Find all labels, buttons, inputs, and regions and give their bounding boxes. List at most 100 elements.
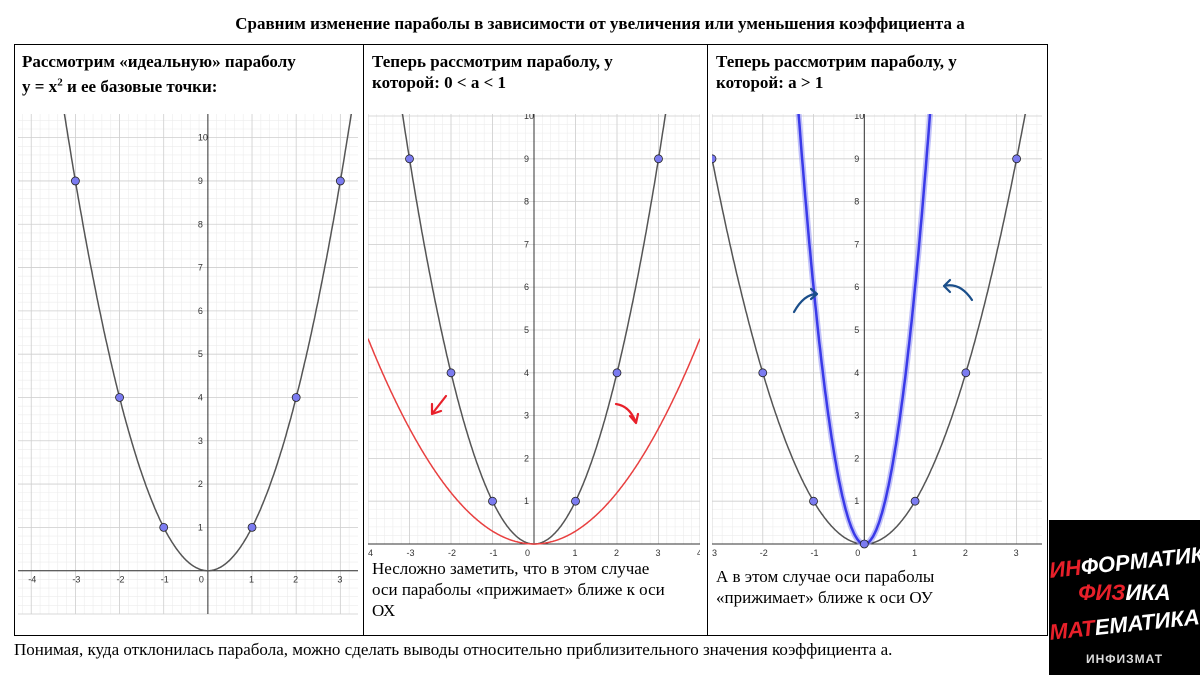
x-tick-label: -2 <box>117 575 125 585</box>
x-tick-label: -2 <box>448 548 456 558</box>
x-tick-label: -4 <box>28 575 36 585</box>
y-tick-label: 7 <box>524 239 529 249</box>
y-tick-label: 5 <box>524 325 529 335</box>
y-tick-label: 3 <box>198 436 203 446</box>
y-tick-label: 9 <box>854 154 859 164</box>
y-tick-label: 4 <box>524 368 529 378</box>
base-point <box>405 154 414 164</box>
x-tick-label: 2 <box>293 575 298 585</box>
logo-fizika: ФИЗИКА <box>1078 580 1171 605</box>
logo-infizmat: ИНФИЗМАТ <box>1085 652 1164 666</box>
y-tick-label: 8 <box>854 197 859 207</box>
base-point <box>612 368 622 378</box>
base-point <box>654 154 663 164</box>
logo-matematika: МАТЕМАТИКА <box>1048 604 1200 645</box>
y-tick-label: 10 <box>524 114 534 121</box>
x-tick-label: -3 <box>712 548 717 558</box>
y-tick-label: 8 <box>198 219 203 229</box>
x-tick-label: 4 <box>697 548 700 558</box>
x-tick-label: -1 <box>811 548 819 558</box>
x-tick-label: -4 <box>368 548 373 558</box>
base-point <box>571 496 580 506</box>
x-tick-label: 1 <box>249 575 254 585</box>
y-tick-label: 7 <box>198 263 203 273</box>
x-tick-label: -1 <box>161 575 169 585</box>
y-tick-label: 6 <box>524 282 529 292</box>
y-tick-label: 10 <box>854 114 864 121</box>
panel-ideal-parabola: Рассмотрим «идеальную» параболу у = х2 и… <box>14 44 363 636</box>
panel-heading: Теперь рассмотрим параболу, у которой: 0… <box>372 51 613 93</box>
base-point <box>291 393 301 402</box>
annotation-arrow <box>614 402 640 425</box>
x-tick-label: 3 <box>1014 548 1019 558</box>
base-point <box>446 368 456 378</box>
x-tick-label: -3 <box>72 575 80 585</box>
base-point <box>1012 154 1022 164</box>
base-point <box>910 496 920 506</box>
base-point <box>247 522 257 532</box>
x-tick-label: 3 <box>656 548 661 558</box>
base-point <box>335 176 345 186</box>
base-point <box>809 496 818 506</box>
annotation-arrow <box>430 394 448 416</box>
y-tick-label: 4 <box>198 392 203 402</box>
panel-large-coefficient: Теперь рассмотрим параболу, у которой: а… <box>707 44 1048 636</box>
parabola-y-ax2 <box>368 338 700 545</box>
x-tick-label: -2 <box>760 548 768 558</box>
heading-line1: Теперь рассмотрим параболу, у <box>372 52 613 71</box>
y-tick-label: 4 <box>854 368 859 378</box>
base-point <box>71 176 80 186</box>
x-tick-label: 2 <box>963 548 968 558</box>
panel-caption: А в этом случае оси параболы «прижимает»… <box>716 567 935 607</box>
x-tick-label: 1 <box>573 548 578 558</box>
x-tick-label: 2 <box>614 548 619 558</box>
logo-informatika: ИНФОРМАТИКА <box>1048 540 1200 583</box>
y-tick-label: 6 <box>854 282 859 292</box>
base-point <box>961 368 971 378</box>
content-frame <box>14 44 1048 636</box>
heading-line2: которой: а > 1 <box>716 73 824 92</box>
y-tick-label: 2 <box>524 453 529 463</box>
heading-line1: Рассмотрим «идеальную» параболу <box>22 52 296 71</box>
panel-heading: Теперь рассмотрим параболу, у которой: а… <box>716 51 957 93</box>
y-tick-label: 1 <box>524 496 529 506</box>
graph-ideal-parabola: -4 -3 -2 -1 0 1 2 3 1 2 3 4 5 6 7 8 9 10 <box>18 114 358 615</box>
y-tick-label: 9 <box>198 176 203 186</box>
x-tick-label: 0 <box>199 575 204 585</box>
heading-line1: Теперь рассмотрим параболу, у <box>716 52 957 71</box>
y-tick-label: 5 <box>854 325 859 335</box>
annotation-arrow <box>792 287 819 314</box>
y-tick-label: 1 <box>198 522 203 532</box>
y-tick-label: 2 <box>854 453 859 463</box>
panel-small-coefficient: Теперь рассмотрим параболу, у которой: 0… <box>363 44 707 636</box>
base-point <box>115 393 124 402</box>
base-point <box>859 539 869 549</box>
graph-small-coefficient: -4 -3 -2 -1 0 1 2 3 4 1 2 3 4 5 6 7 8 9 10 <box>368 114 700 558</box>
y-tick-label: 2 <box>198 479 203 489</box>
y-tick-label: 3 <box>854 411 859 421</box>
base-point <box>488 496 497 506</box>
parabola-y-x2 <box>63 114 353 572</box>
x-tick-label: -1 <box>490 548 498 558</box>
y-tick-label: 8 <box>524 197 529 207</box>
y-tick-label: 5 <box>198 349 203 359</box>
graph-large-coefficient: -3 -2 -1 0 1 2 3 1 2 3 4 5 6 7 8 9 10 <box>712 114 1042 558</box>
y-tick-label: 9 <box>524 154 529 164</box>
y-tick-label: 3 <box>524 411 529 421</box>
annotation-arrow <box>942 278 974 302</box>
page-title: Сравним изменение параболы в зависимости… <box>235 14 965 33</box>
y-tick-label: 1 <box>854 496 859 506</box>
parabola-y-x2 <box>712 114 1026 545</box>
x-tick-label: -3 <box>407 548 415 558</box>
x-tick-label: 1 <box>912 548 917 558</box>
x-tick-label: 0 <box>525 548 530 558</box>
x-tick-label: 0 <box>855 548 860 558</box>
heading-line2: которой: 0 < а < 1 <box>372 73 507 92</box>
y-tick-label: 6 <box>198 306 203 316</box>
conclusion-text: Понимая, куда отклонилась парабола, можн… <box>14 640 893 659</box>
x-tick-label: 3 <box>337 575 342 585</box>
y-tick-label: 10 <box>198 133 208 143</box>
base-point <box>159 522 169 532</box>
heading-formula: у = х2 и ее базовые точки: <box>22 76 218 96</box>
base-point <box>712 154 717 164</box>
